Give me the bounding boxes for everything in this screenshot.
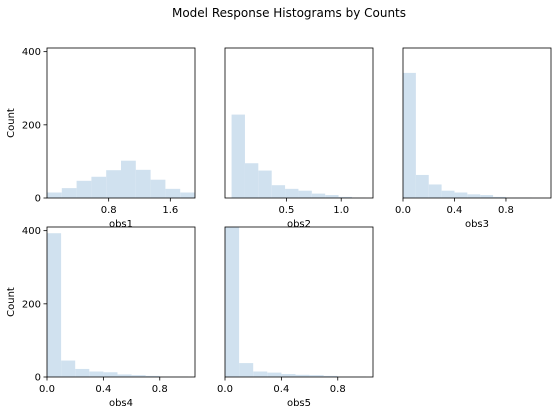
x-axis-label: obs3 [465,219,489,230]
histogram-bar [258,170,272,198]
histogram-bar [311,193,326,198]
figure-title: Model Response Histograms by Counts [172,6,406,20]
histogram-bar [298,190,312,198]
histogram-bar [454,192,468,198]
x-tick-label: 0.8 [330,384,346,395]
axes-frame [224,226,374,378]
x-tick-label: 0.0 [395,205,411,216]
histogram-bar [323,375,338,377]
histogram-bar [89,371,104,377]
y-tick-label: 400 [22,226,41,237]
histogram-bar [480,195,494,198]
histogram-bar [91,176,107,198]
histogram-bar [415,174,429,198]
histogram-bar [47,233,62,377]
histogram-bar [267,372,282,377]
histogram-bar [281,374,296,377]
axes-frame [402,47,552,199]
x-tick-label: 0.4 [95,384,111,395]
histogram-bar [76,180,92,198]
x-tick-label: 1.6 [162,205,178,216]
histogram-bar [231,114,245,198]
histogram-bar [271,185,286,198]
axes-frame [46,47,196,199]
y-tick-label: 200 [22,299,41,310]
histogram-bar [239,363,254,377]
axes-frame [224,47,374,199]
y-axis-label: Count [6,108,17,138]
histogram-bar [493,196,506,198]
histogram-bar [325,195,339,198]
x-tick-label: 0.5 [278,205,294,216]
histogram-bar [121,160,136,198]
histogram-bar [309,375,324,377]
x-tick-label: 0.4 [273,384,289,395]
histogram-bar [75,368,90,377]
y-tick-label: 0 [35,373,41,384]
histogram-bar [441,190,455,198]
y-tick-label: 400 [22,47,41,58]
histogram-bar [117,374,132,377]
histogram-bar [106,170,121,198]
x-axis-label: obs1 [109,219,133,230]
histogram-bar [244,163,259,198]
y-axis-label: Count [6,287,17,317]
histogram-bar [135,169,151,198]
histogram-bar [47,192,62,198]
subplot-obs3: 0.0 0.4 0.8 obs3 [395,47,552,230]
y-tick-label: 200 [22,120,41,131]
histogram-bar [285,188,299,198]
subplot-obs2: 0.5 1.0 obs2 [224,47,374,230]
histogram-bar [403,72,416,198]
histogram-bar [295,374,310,377]
histogram-bar [150,179,166,198]
x-tick-label: 0.0 [39,384,55,395]
subplot-obs5: 0.0 0.4 0.8 obs5 [217,226,374,409]
x-tick-label: 0.8 [152,384,168,395]
x-axis-label: obs4 [109,398,133,409]
x-axis-label: obs5 [287,398,311,409]
x-tick-label: 0.8 [498,205,514,216]
histogram-bar [180,192,195,198]
x-tick-label: 0.4 [447,205,463,216]
x-axis-label: obs2 [287,219,311,230]
histogram-bar [467,194,481,198]
histogram-bar [103,372,118,377]
histogram-bar [61,360,76,377]
histogram-bar [131,375,146,377]
subplot-obs4: 0.0 0.4 0.8 0 200 400 obs4 Count [6,226,196,409]
x-tick-label: 1.0 [333,205,349,216]
histogram-bar [253,371,268,377]
histogram-bar [225,227,240,377]
subplot-obs1: 0.8 1.6 0 200 400 obs1 Count [6,47,196,230]
y-tick-label: 0 [35,194,41,205]
axes-frame [46,226,196,378]
histogram-bar [165,188,181,198]
histogram-bar [428,184,442,198]
histogram-bar [145,375,160,377]
x-tick-label: 0.8 [101,205,117,216]
histogram-bar [338,196,352,198]
histogram-bar [61,188,77,198]
x-tick-label: 0.0 [217,384,233,395]
